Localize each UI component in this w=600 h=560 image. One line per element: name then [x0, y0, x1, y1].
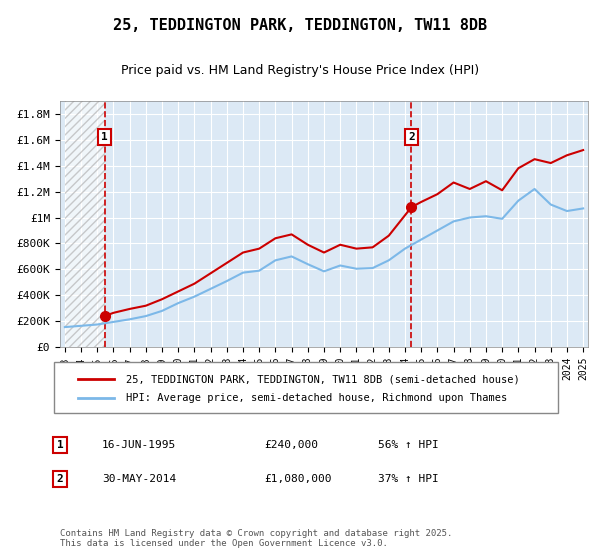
Text: HPI: Average price, semi-detached house, Richmond upon Thames: HPI: Average price, semi-detached house,…	[126, 393, 507, 403]
Text: Contains HM Land Registry data © Crown copyright and database right 2025.
This d: Contains HM Land Registry data © Crown c…	[60, 529, 452, 548]
Text: £1,080,000: £1,080,000	[264, 474, 331, 484]
FancyBboxPatch shape	[54, 362, 558, 413]
Text: 1: 1	[56, 440, 64, 450]
Text: Price paid vs. HM Land Registry's House Price Index (HPI): Price paid vs. HM Land Registry's House …	[121, 64, 479, 77]
Text: £240,000: £240,000	[264, 440, 318, 450]
Text: 37% ↑ HPI: 37% ↑ HPI	[378, 474, 439, 484]
Text: 30-MAY-2014: 30-MAY-2014	[102, 474, 176, 484]
Text: 2: 2	[408, 132, 415, 142]
Bar	[65, 101, 104, 347]
Text: 1: 1	[101, 132, 108, 142]
Text: 25, TEDDINGTON PARK, TEDDINGTON, TW11 8DB: 25, TEDDINGTON PARK, TEDDINGTON, TW11 8D…	[113, 18, 487, 32]
Text: 16-JUN-1995: 16-JUN-1995	[102, 440, 176, 450]
Text: 2: 2	[56, 474, 64, 484]
Text: 25, TEDDINGTON PARK, TEDDINGTON, TW11 8DB (semi-detached house): 25, TEDDINGTON PARK, TEDDINGTON, TW11 8D…	[126, 374, 520, 384]
Text: 56% ↑ HPI: 56% ↑ HPI	[378, 440, 439, 450]
